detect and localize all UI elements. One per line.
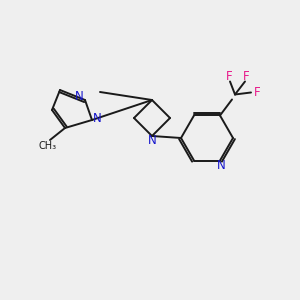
Text: N: N bbox=[75, 89, 83, 103]
Text: N: N bbox=[93, 112, 101, 124]
Text: F: F bbox=[254, 86, 260, 99]
Text: F: F bbox=[226, 70, 232, 83]
Text: N: N bbox=[148, 134, 156, 148]
Text: F: F bbox=[243, 70, 249, 83]
Text: N: N bbox=[217, 159, 225, 172]
Text: CH₃: CH₃ bbox=[39, 141, 57, 151]
